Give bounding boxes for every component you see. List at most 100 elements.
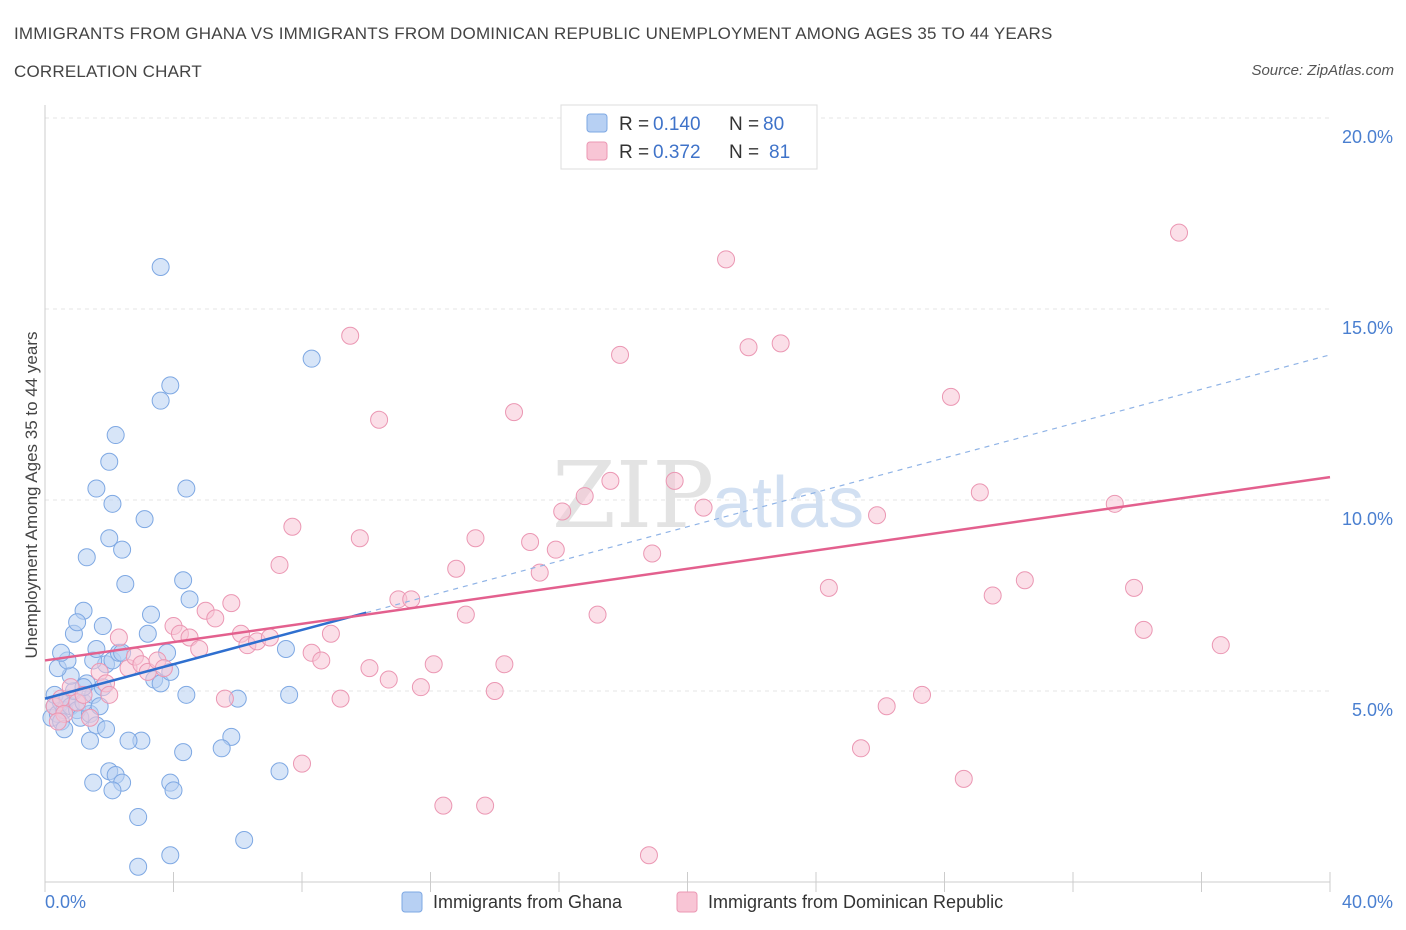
- bottom-legend-ghana: Immigrants from Ghana: [433, 892, 623, 912]
- ghana-point-42: [119, 731, 138, 750]
- ghana-point-32: [97, 720, 116, 739]
- dr-point-62: [639, 846, 658, 865]
- dr-point-39: [360, 659, 379, 678]
- legend-dr-n-label: N =: [729, 142, 759, 163]
- y-tick-label-3: 20.0%: [1342, 127, 1393, 147]
- dr-point-64: [665, 471, 684, 490]
- dr-trend-line: [44, 475, 1331, 662]
- ghana-point-74: [302, 349, 321, 368]
- dr-point-66: [717, 250, 736, 269]
- dr-point-41: [379, 670, 398, 689]
- dr-point-53: [505, 403, 524, 422]
- dr-point-73: [913, 685, 932, 704]
- axes: [44, 105, 1331, 892]
- ghana-point-57: [113, 540, 132, 559]
- x-tick-label-max: 40.0%: [1342, 892, 1393, 912]
- y-tick-label-2: 15.0%: [1342, 318, 1393, 338]
- source-label: Source: ZipAtlas.com: [1251, 62, 1394, 79]
- legend-dr-r-value: 0.372: [653, 142, 701, 163]
- ghana-point-19: [90, 697, 109, 716]
- dr-point-45: [424, 655, 443, 674]
- dr-point-58: [575, 487, 594, 506]
- dr-point-55: [530, 563, 549, 582]
- ghana-point-49: [142, 605, 161, 624]
- dr-point-54: [521, 533, 540, 552]
- dr-point-36: [331, 689, 350, 708]
- legend-ghana-n-value: 80: [763, 114, 784, 135]
- ghana-point-37: [103, 781, 122, 800]
- dr-point-69: [819, 578, 838, 597]
- x-tick-label-min: 0.0%: [45, 892, 86, 912]
- ghana-point-62: [100, 452, 119, 471]
- legend-ghana-r-value: 0.140: [653, 114, 701, 135]
- dr-point-61: [611, 345, 630, 364]
- dr-point-38: [350, 529, 369, 548]
- watermark-atlas: atlas: [712, 463, 864, 543]
- legend-ghana-n-label: N =: [729, 114, 759, 135]
- dr-point-76: [970, 483, 989, 502]
- legend-swatch-dr: [586, 141, 608, 161]
- ghana-point-44: [164, 781, 183, 800]
- y-axis-label: Unemployment Among Ages 35 to 44 years: [22, 332, 41, 659]
- dr-point-35: [321, 624, 340, 643]
- dr-point-82: [1170, 223, 1189, 242]
- dr-point-67: [739, 338, 758, 357]
- chart-subtitle: CORRELATION CHART: [14, 62, 202, 81]
- dr-point-70: [851, 739, 870, 758]
- ghana-point-56: [135, 510, 154, 529]
- dr-point-56: [546, 540, 565, 559]
- dr-point-37: [341, 326, 360, 345]
- ghana-point-67: [177, 479, 196, 498]
- dr-point-68: [771, 334, 790, 353]
- dr-point-6: [80, 708, 99, 727]
- dr-point-65: [694, 498, 713, 517]
- dr-point-71: [868, 506, 887, 525]
- ghana-point-64: [151, 391, 170, 410]
- dr-point-60: [601, 471, 620, 490]
- dr-point-77: [983, 586, 1002, 605]
- dr-point-31: [283, 517, 302, 536]
- dr-point-25: [222, 594, 241, 613]
- dr-point-34: [312, 651, 331, 670]
- ghana-point-73: [276, 639, 295, 658]
- y-tick-label-1: 10.0%: [1342, 509, 1393, 529]
- dr-point-78: [1015, 571, 1034, 590]
- dr-point-57: [553, 502, 572, 521]
- dr-point-52: [495, 655, 514, 674]
- dr-point-40: [370, 410, 389, 429]
- ghana-point-78: [68, 613, 87, 632]
- ghana-point-60: [103, 494, 122, 513]
- ghana-trend-dashed: [366, 354, 1331, 614]
- ghana-point-52: [177, 685, 196, 704]
- ghana-point-63: [106, 426, 125, 445]
- ghana-trend-solid: [44, 611, 367, 700]
- bottom-legend-dr: Immigrants from Dominican Republic: [708, 892, 1003, 912]
- dr-points: [45, 223, 1230, 865]
- dr-point-32: [293, 754, 311, 773]
- dr-point-63: [643, 544, 662, 563]
- ghana-point-54: [174, 571, 193, 590]
- ghana-point-59: [100, 529, 119, 548]
- ghana-point-25: [93, 617, 112, 636]
- dr-point-48: [456, 605, 475, 624]
- ghana-point-72: [280, 685, 299, 704]
- dr-point-30: [270, 555, 289, 574]
- ghana-point-61: [87, 479, 106, 498]
- dr-point-44: [411, 678, 430, 697]
- dr-point-83: [1211, 636, 1230, 655]
- ghana-point-53: [180, 590, 199, 609]
- legend-dr-r-label: R =: [619, 142, 649, 163]
- dr-point-51: [485, 682, 504, 700]
- ghana-point-58: [77, 548, 96, 567]
- dr-point-74: [941, 387, 960, 406]
- trend-lines: [44, 354, 1331, 700]
- ghana-point-36: [84, 773, 103, 792]
- legend-dr-n-value: 81: [769, 142, 790, 163]
- ghana-point-31: [80, 731, 99, 750]
- ghana-point-66: [151, 257, 170, 276]
- y-tick-labels: 5.0% 10.0% 15.0% 20.0%: [1342, 127, 1393, 720]
- ghana-point-71: [270, 762, 289, 781]
- dr-point-49: [466, 529, 485, 548]
- dr-point-81: [1134, 620, 1153, 639]
